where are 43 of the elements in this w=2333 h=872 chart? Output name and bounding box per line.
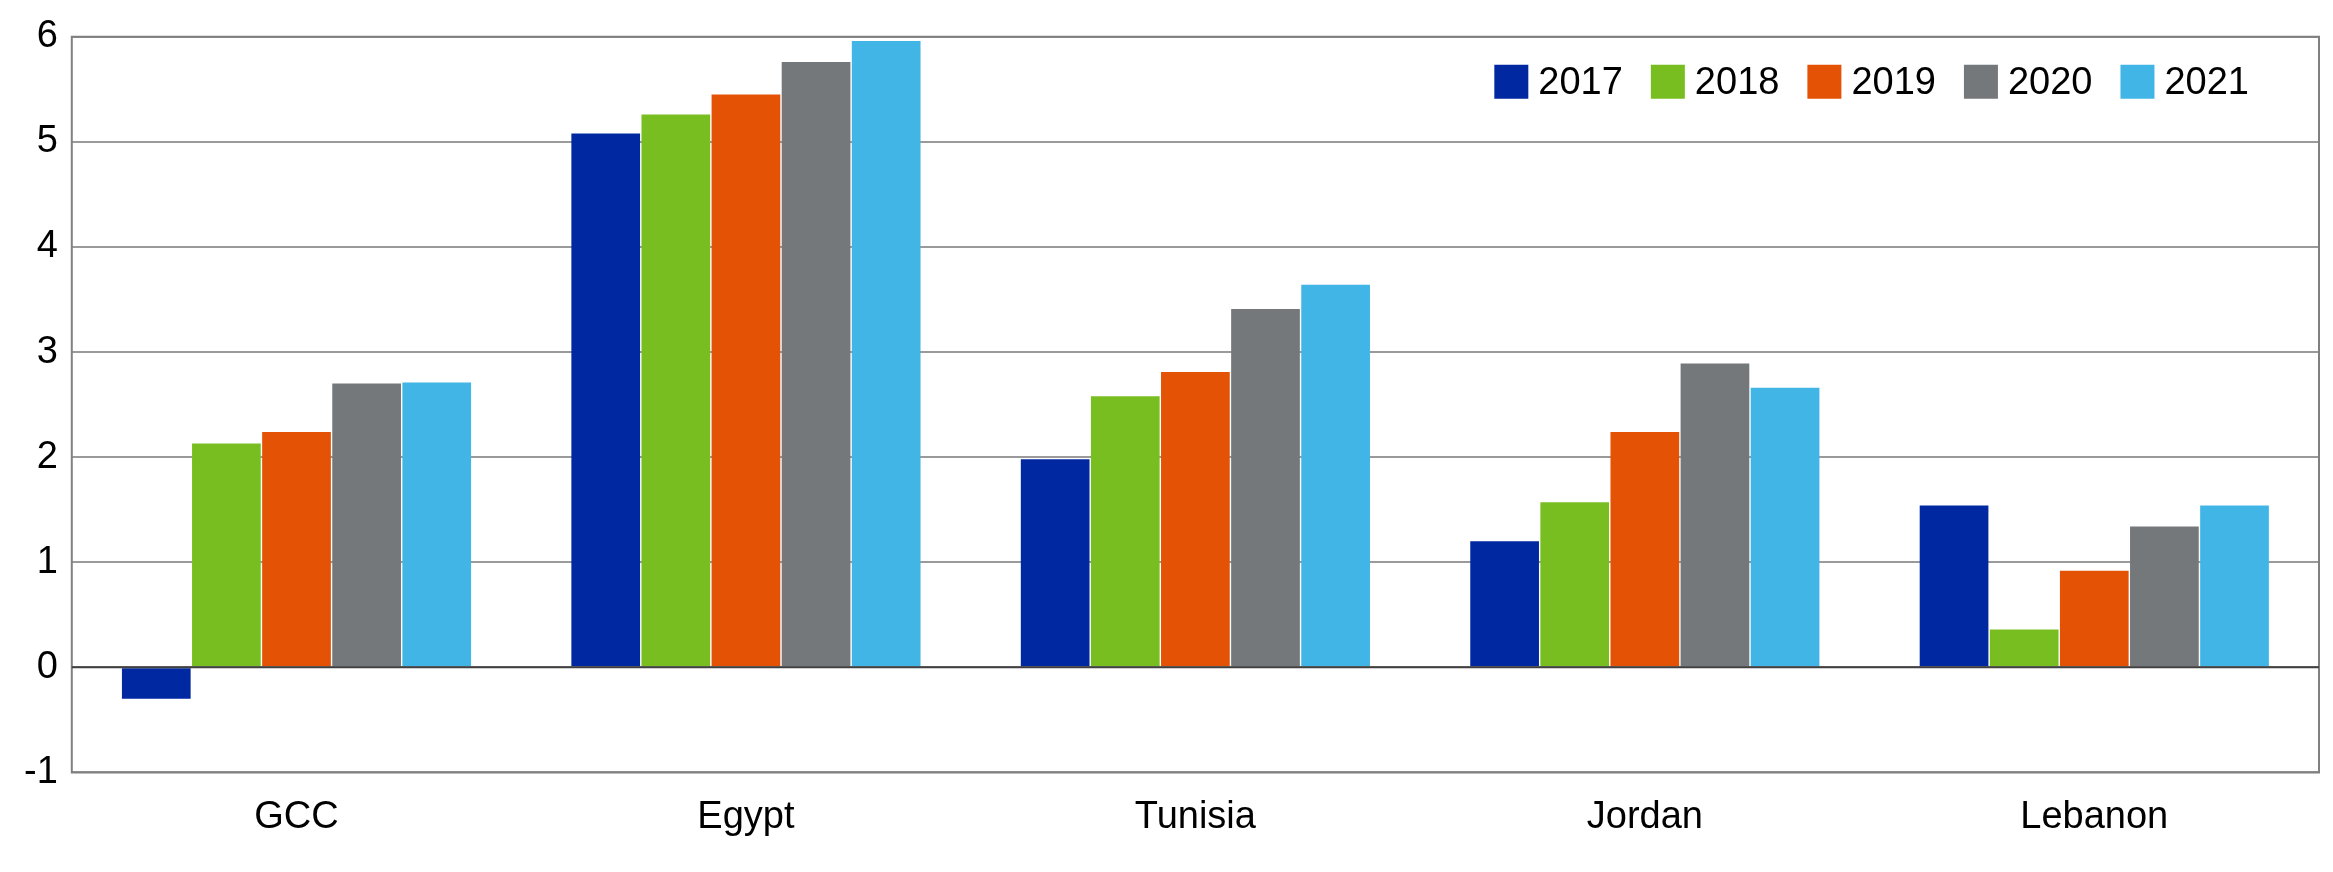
bar: [571, 133, 641, 667]
y-tick-label: 5: [36, 118, 58, 161]
bar: [1470, 541, 1539, 667]
y-tick-label: 6: [36, 13, 58, 56]
legend-label: 2017: [1538, 60, 1623, 103]
bar: [1680, 363, 1750, 667]
legend-label: 2018: [1694, 60, 1780, 103]
bar: [711, 94, 781, 667]
bar: [402, 382, 472, 667]
bar: [121, 668, 191, 699]
bar: [332, 383, 401, 667]
x-tick-label: Lebanon: [2020, 793, 2169, 836]
x-tick-label: Jordan: [1586, 793, 1703, 836]
x-tick-label: GCC: [254, 793, 339, 836]
y-tick-label: 2: [36, 433, 58, 476]
bar: [781, 62, 851, 667]
y-tick-label: 0: [36, 643, 58, 686]
legend-label: 2021: [2164, 60, 2250, 103]
y-tick-label: -1: [23, 748, 58, 791]
bar: [262, 431, 331, 667]
bar: [192, 443, 261, 667]
bar: [1301, 284, 1370, 667]
legend-label: 2020: [2007, 60, 2093, 103]
bar: [1540, 502, 1610, 667]
bar: [2130, 526, 2199, 667]
bar: [1750, 387, 1820, 667]
bar: [1020, 459, 1090, 667]
bar: [2059, 570, 2129, 667]
y-tick-label: 3: [36, 328, 58, 371]
x-tick-label: Tunisia: [1134, 793, 1257, 836]
bar: [1989, 629, 2059, 667]
bar: [1919, 505, 1989, 667]
bar: [851, 41, 921, 667]
y-tick-label: 4: [36, 223, 58, 266]
bar: [641, 114, 711, 667]
bar: [2200, 505, 2269, 667]
bar: [1231, 308, 1300, 667]
bar: [1610, 431, 1680, 667]
bar: [1090, 396, 1160, 667]
y-tick-label: 1: [36, 538, 58, 581]
x-tick-label: Egypt: [697, 793, 795, 836]
legend-label: 2019: [1851, 60, 1936, 103]
bar: [1161, 372, 1230, 667]
